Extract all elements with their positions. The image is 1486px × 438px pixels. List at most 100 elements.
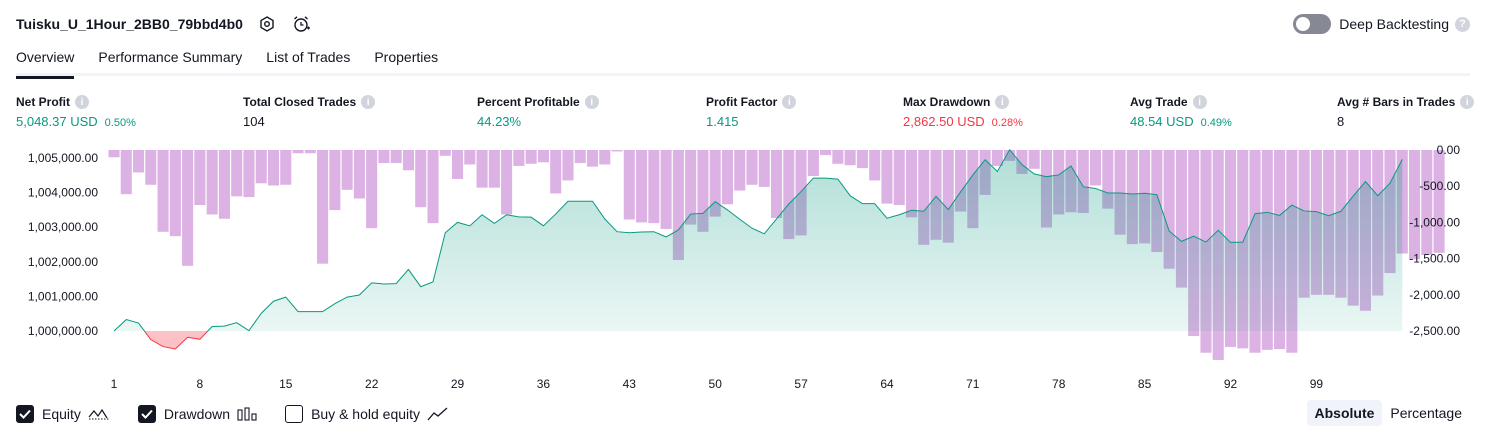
add-alert-icon[interactable] xyxy=(291,14,311,34)
info-icon[interactable]: i xyxy=(75,95,89,109)
info-icon[interactable]: i xyxy=(995,95,1010,109)
chart-legend: Equity Drawdown Buy & hold equity xyxy=(16,403,477,425)
checkbox-drawdown[interactable] xyxy=(137,405,156,423)
absolute-button[interactable]: Absolute xyxy=(1306,400,1383,426)
drawdown-bar xyxy=(513,150,525,166)
deep-backtesting-toggle[interactable] xyxy=(1293,14,1332,34)
x-axis-tick: 99 xyxy=(1310,377,1324,391)
metric-value: 5,048.37 USD xyxy=(16,114,98,129)
drawdown-bar xyxy=(844,150,856,166)
metric-total-closed-trades: Total Closed Trades i 104 xyxy=(243,94,376,129)
info-icon[interactable]: i xyxy=(1192,95,1207,109)
left-axis-tick: 1,003,000.00 xyxy=(28,220,98,234)
strategy-name: Tuisku_U_1Hour_2BB0_79bbd4b0 xyxy=(16,16,243,32)
drawdown-bar xyxy=(133,150,145,173)
x-axis-tick: 22 xyxy=(365,377,379,391)
drawdown-bar xyxy=(1114,150,1126,235)
drawdown-bar xyxy=(832,150,844,164)
right-axis-tick: -2,000.00 xyxy=(1409,288,1460,302)
x-axis: 1 8 15 22 29 36 43 50 57 64 71 78 85 92 99 xyxy=(111,377,1324,391)
right-axis-tick: 0.00 xyxy=(1437,143,1461,157)
drawdown-bar xyxy=(1175,150,1187,288)
drawdown-bar xyxy=(120,150,132,195)
drawdown-bar xyxy=(672,150,684,261)
drawdown-bar xyxy=(329,150,341,211)
metric-value: 48.54 USD xyxy=(1130,114,1194,129)
x-axis-tick: 92 xyxy=(1224,377,1238,391)
drawdown-bar xyxy=(1421,150,1433,255)
tab-performance-summary[interactable]: Performance Summary xyxy=(98,49,243,65)
legend-drawdown[interactable]: Drawdown xyxy=(137,405,257,423)
info-icon[interactable]: i xyxy=(361,95,376,109)
legend-buy-hold-equity[interactable]: Buy & hold equity xyxy=(285,405,449,423)
tab-overview[interactable]: Overview xyxy=(16,44,75,79)
metric-label: Net Profit xyxy=(16,95,70,109)
deep-backtesting: Deep Backtesting ? xyxy=(1293,12,1470,36)
drawdown-bar xyxy=(317,150,329,264)
metric-value: 1.415 xyxy=(706,114,739,129)
drawdown-bar xyxy=(771,150,783,219)
drawdown-bar xyxy=(807,150,819,177)
drawdown-bar xyxy=(1102,150,1114,209)
legend-equity[interactable]: Equity xyxy=(16,405,110,423)
tab-list-of-trades[interactable]: List of Trades xyxy=(266,49,351,65)
drawdown-bar xyxy=(1077,150,1089,213)
metric-label: Avg # Bars in Trades xyxy=(1337,95,1456,109)
metric-label: Max Drawdown xyxy=(903,95,991,109)
drawdown-bar xyxy=(746,150,758,185)
drawdown-bar xyxy=(280,150,292,185)
tab-properties[interactable]: Properties xyxy=(374,49,439,65)
drawdown-bar xyxy=(501,150,513,215)
drawdown-bar xyxy=(905,150,918,218)
metric-percent-profitable: Percent Profitable i 44.23% xyxy=(477,94,599,129)
x-axis-tick: 8 xyxy=(197,377,204,391)
deep-backtesting-label: Deep Backtesting xyxy=(1339,16,1449,32)
drawdown-bar xyxy=(758,150,770,187)
drawdown-bar xyxy=(611,150,623,152)
equity-drawdown-chart[interactable]: 1,005,000.00 1,004,000.00 1,003,000.00 1,00… xyxy=(0,140,1486,400)
drawdown-bar xyxy=(218,150,230,219)
drawdown-bar xyxy=(734,150,746,191)
settings-icon[interactable] xyxy=(257,14,277,34)
info-icon[interactable]: i xyxy=(1460,95,1475,109)
equity-area-positive xyxy=(114,149,1403,331)
right-axis-tick: -1,500.00 xyxy=(1409,252,1460,266)
x-axis-tick: 1 xyxy=(111,377,118,391)
metric-label: Profit Factor xyxy=(706,95,778,109)
x-axis-tick: 50 xyxy=(709,377,723,391)
info-icon[interactable]: i xyxy=(782,95,797,109)
left-axis-tick: 1,005,000.00 xyxy=(28,151,98,165)
left-axis: 1,005,000.00 1,004,000.00 1,003,000.00 1,00… xyxy=(28,151,98,338)
right-axis-tick: -1,000.00 xyxy=(1409,215,1460,229)
view-mode-toggle: Absolute Percentage xyxy=(1306,400,1471,426)
info-icon[interactable]: i xyxy=(584,95,599,109)
drawdown-bar xyxy=(599,150,611,165)
left-axis-tick: 1,004,000.00 xyxy=(28,186,98,200)
drawdown-bar xyxy=(243,150,255,198)
help-icon[interactable]: ? xyxy=(1455,16,1470,32)
drawdown-bar xyxy=(378,150,390,164)
legend-label: Buy & hold equity xyxy=(311,406,421,422)
drawdown-bar xyxy=(869,150,881,181)
drawdown-bar xyxy=(206,150,218,215)
strategy-header: Tuisku_U_1Hour_2BB0_79bbd4b0 xyxy=(16,12,311,36)
x-axis-tick: 15 xyxy=(279,377,293,391)
drawdown-bar xyxy=(427,150,439,224)
drawdown-bar xyxy=(721,150,733,205)
metric-percent: 0.50% xyxy=(104,117,136,129)
drawdown-bar xyxy=(366,150,378,229)
metric-value: 2,862.50 USD xyxy=(903,114,985,129)
percentage-button[interactable]: Percentage xyxy=(1390,405,1462,421)
metric-percent: 0.28% xyxy=(991,117,1023,129)
drawdown-bar xyxy=(145,150,157,185)
drawdown-bar xyxy=(415,150,427,208)
drawdown-bar xyxy=(182,150,194,266)
checkbox-buy-hold-equity[interactable] xyxy=(285,405,304,423)
checkbox-equity[interactable] xyxy=(16,405,34,423)
drawdown-bar xyxy=(157,150,169,232)
metric-percent: 0.49% xyxy=(1200,117,1232,129)
x-axis-tick: 85 xyxy=(1138,377,1152,391)
drawdown-bar xyxy=(918,150,930,245)
x-axis-tick: 43 xyxy=(623,377,637,391)
metric-max-drawdown: Max Drawdown i 2,862.50 USD 0.28% xyxy=(903,94,1023,129)
